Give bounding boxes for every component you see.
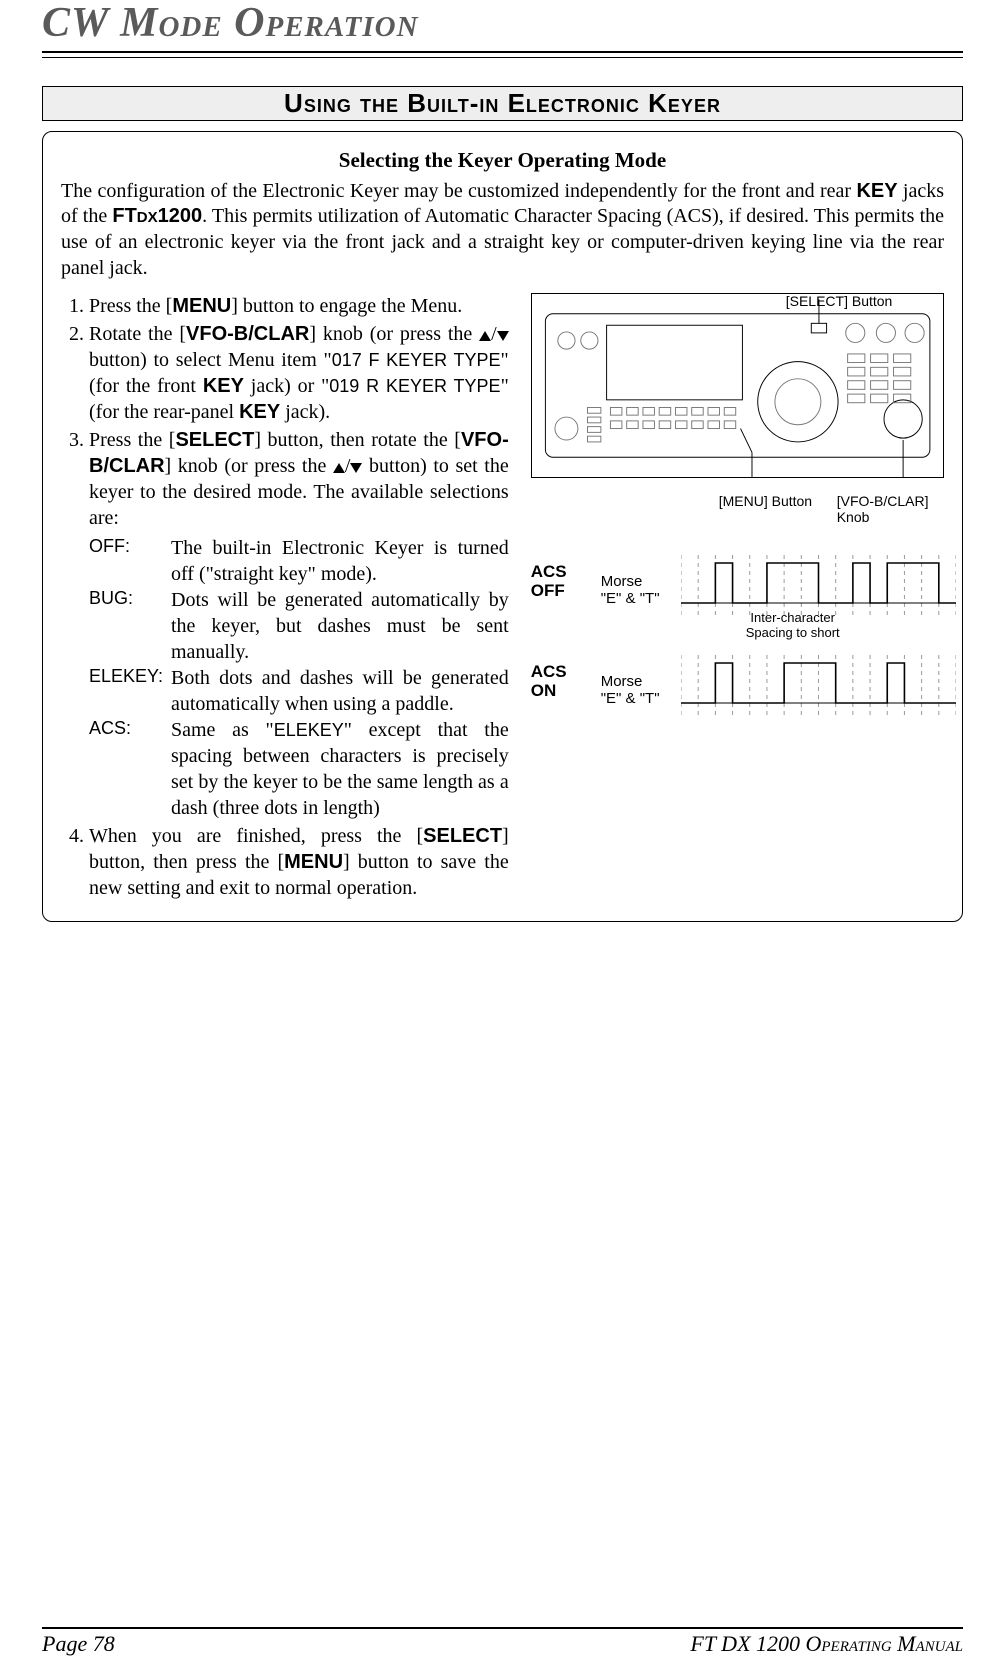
acs-diagram: ACSOFF Morse"E" & "T" Inter-characterSpa… [531,551,944,791]
morse-label-on: Morse"E" & "T" [601,673,660,708]
radio-front-panel [531,293,944,478]
page-footer: Page 78 FT DX 1200 Operating Manual [42,1627,963,1657]
step-1: Press the [MENU] button to engage the Me… [89,293,509,319]
callout-menu: [MENU] Button [719,493,812,509]
morse-label-off: Morse"E" & "T" [601,573,660,608]
intro-paragraph: The configuration of the Electronic Keye… [61,179,944,281]
callout-select: [SELECT] Button [786,293,893,309]
page-title: CW Mode Operation [42,0,963,45]
step-3: Press the [SELECT] button, then rotate t… [89,427,509,821]
box-heading: Selecting the Keyer Operating Mode [61,148,944,173]
step-4: When you are finished, press the [SELECT… [89,823,509,901]
callout-vfo-knob: [VFO-B/CLAR] Knob [837,493,944,525]
page-number: Page 78 [42,1631,115,1657]
rule-thick [42,51,963,53]
rule-thin [42,57,963,58]
waveform-acs-on [681,651,956,721]
acs-off-label: ACSOFF [531,563,567,600]
selection-definitions: OFF:The built-in Electronic Keyer is tur… [89,535,509,821]
step-2: Rotate the [VFO-B/CLAR] knob (or press t… [89,321,509,425]
steps-list: Press the [MENU] button to engage the Me… [61,293,509,901]
manual-title: FT DX 1200 Operating Manual [690,1631,963,1657]
section-header: Using the Built-in Electronic Keyer [42,86,963,121]
procedure-box: Selecting the Keyer Operating Mode The c… [42,131,963,922]
intercharacter-spacing-label: Inter-characterSpacing to short [746,611,840,641]
acs-on-label: ACSON [531,663,567,700]
